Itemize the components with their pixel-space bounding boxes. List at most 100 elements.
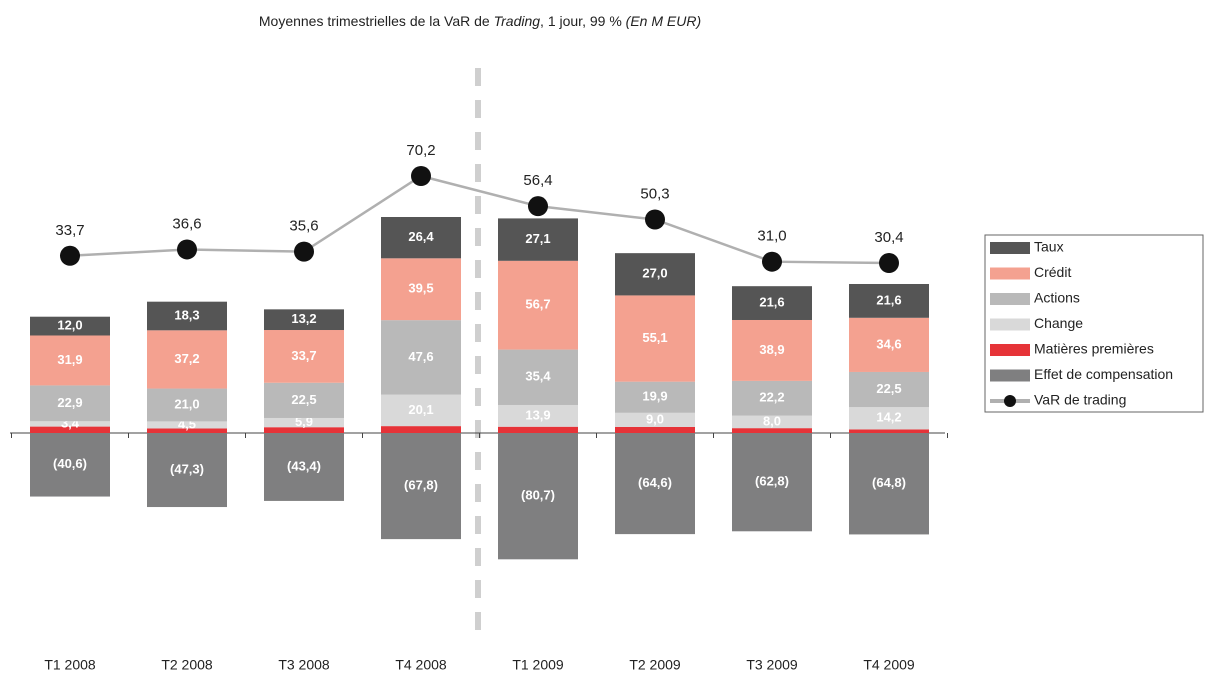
bar-segment xyxy=(381,320,461,395)
var-point xyxy=(528,196,548,217)
var-label: 50,3 xyxy=(640,185,669,202)
legend-label: VaR de trading xyxy=(1034,392,1126,408)
bar-segment xyxy=(381,258,461,321)
bar-segment xyxy=(732,428,812,433)
bar-segment xyxy=(615,426,695,433)
legend-label: Matières premières xyxy=(1034,341,1154,357)
var-label: 30,4 xyxy=(874,229,903,246)
bar-segment xyxy=(264,330,344,383)
bar-segment xyxy=(147,433,227,508)
bar-segment xyxy=(30,316,110,336)
bar-segment xyxy=(498,260,578,350)
value-label: (80,7) xyxy=(521,488,555,503)
var-point xyxy=(645,209,665,230)
bar-segment xyxy=(147,388,227,422)
legend-swatch xyxy=(990,267,1030,280)
value-label: 8,0 xyxy=(763,413,781,428)
chart-title: Moyennes trimestrielles de la VaR de Tra… xyxy=(259,13,701,29)
value-label: (64,6) xyxy=(638,475,672,490)
bar-segment xyxy=(147,421,227,429)
x-tick-label: T4 2009 xyxy=(863,657,915,673)
x-tick-label: T3 2009 xyxy=(746,657,798,673)
legend-label: Actions xyxy=(1034,290,1080,306)
bar-segment xyxy=(498,218,578,261)
value-label: 20,1 xyxy=(408,402,433,417)
legend-swatch xyxy=(990,293,1030,305)
legend-frame xyxy=(984,234,1204,413)
bar-segment xyxy=(498,349,578,405)
x-tick-label: T2 2009 xyxy=(629,657,681,673)
x-tick-label: T1 2008 xyxy=(44,657,96,673)
bar-segment xyxy=(381,426,461,433)
legend-label: Effet de compensation xyxy=(1034,366,1173,382)
title-part: (En M EUR) xyxy=(626,13,701,29)
bar-segment xyxy=(615,433,695,535)
x-tick-label: T1 2009 xyxy=(512,657,564,673)
value-label: (64,8) xyxy=(872,475,906,490)
var-label: 56,4 xyxy=(523,172,552,189)
var-point xyxy=(177,239,197,260)
value-label: 33,7 xyxy=(291,348,316,363)
value-label: 31,9 xyxy=(57,352,82,367)
value-label: 38,9 xyxy=(759,342,784,357)
var-label: 36,6 xyxy=(172,215,201,232)
bar-segment xyxy=(849,317,929,372)
var-label: 70,2 xyxy=(406,142,435,159)
value-label: 27,1 xyxy=(525,231,550,246)
var-label: 35,6 xyxy=(289,218,318,235)
legend-dot xyxy=(1004,395,1016,407)
value-label: (47,3) xyxy=(170,461,204,476)
legend-label: Taux xyxy=(1034,239,1064,255)
bar-segment xyxy=(264,427,344,433)
value-label: (67,8) xyxy=(404,477,438,492)
value-label: 47,6 xyxy=(408,349,433,364)
x-tick-label: T3 2008 xyxy=(278,657,330,673)
bar-segment xyxy=(849,283,929,318)
bar-segment xyxy=(381,433,461,540)
bar-segment xyxy=(264,433,344,501)
bar-segment xyxy=(615,381,695,413)
value-label: 18,3 xyxy=(174,307,199,322)
bar-segment xyxy=(498,426,578,433)
title-part: Trading xyxy=(494,13,541,29)
value-label: 34,6 xyxy=(876,336,901,351)
bar-segment xyxy=(147,301,227,331)
value-label: 39,5 xyxy=(408,281,433,296)
bar-segment xyxy=(30,426,110,433)
value-label: 22,5 xyxy=(291,392,316,407)
var-label: 31,0 xyxy=(757,228,786,245)
value-label: 13,9 xyxy=(525,407,550,422)
bar-segment xyxy=(147,330,227,389)
legend-swatch xyxy=(990,344,1030,356)
bar-segment xyxy=(498,404,578,427)
value-label: 12,0 xyxy=(57,318,82,333)
value-label: (62,8) xyxy=(755,474,789,489)
x-tick-label: T4 2008 xyxy=(395,657,447,673)
bar-segment xyxy=(849,429,929,433)
bar-segment xyxy=(849,407,929,430)
value-label: 27,0 xyxy=(642,266,667,281)
value-label: 21,6 xyxy=(876,292,901,307)
var-label: 33,7 xyxy=(55,222,84,239)
var-point xyxy=(60,245,80,266)
var-line xyxy=(69,174,890,265)
value-label: 56,7 xyxy=(525,297,550,312)
legend-label: Change xyxy=(1034,315,1083,331)
bar-segment xyxy=(381,394,461,427)
x-tick-label: T2 2008 xyxy=(161,657,213,673)
bar-segment xyxy=(732,319,812,381)
value-label: 22,9 xyxy=(57,395,82,410)
bar-segment xyxy=(264,309,344,331)
bar-segment xyxy=(615,295,695,382)
value-label: 22,2 xyxy=(759,390,784,405)
bar-segment xyxy=(264,417,344,428)
var-point xyxy=(294,241,314,262)
value-label: 13,2 xyxy=(291,311,316,326)
title-part: Moyennes trimestrielles de la VaR de xyxy=(259,13,494,29)
var-point xyxy=(411,166,431,186)
bar-segment xyxy=(732,415,812,429)
bar-segment xyxy=(849,371,929,408)
var-point xyxy=(762,251,782,272)
bar-segment xyxy=(732,380,812,416)
bar-segment xyxy=(615,412,695,427)
